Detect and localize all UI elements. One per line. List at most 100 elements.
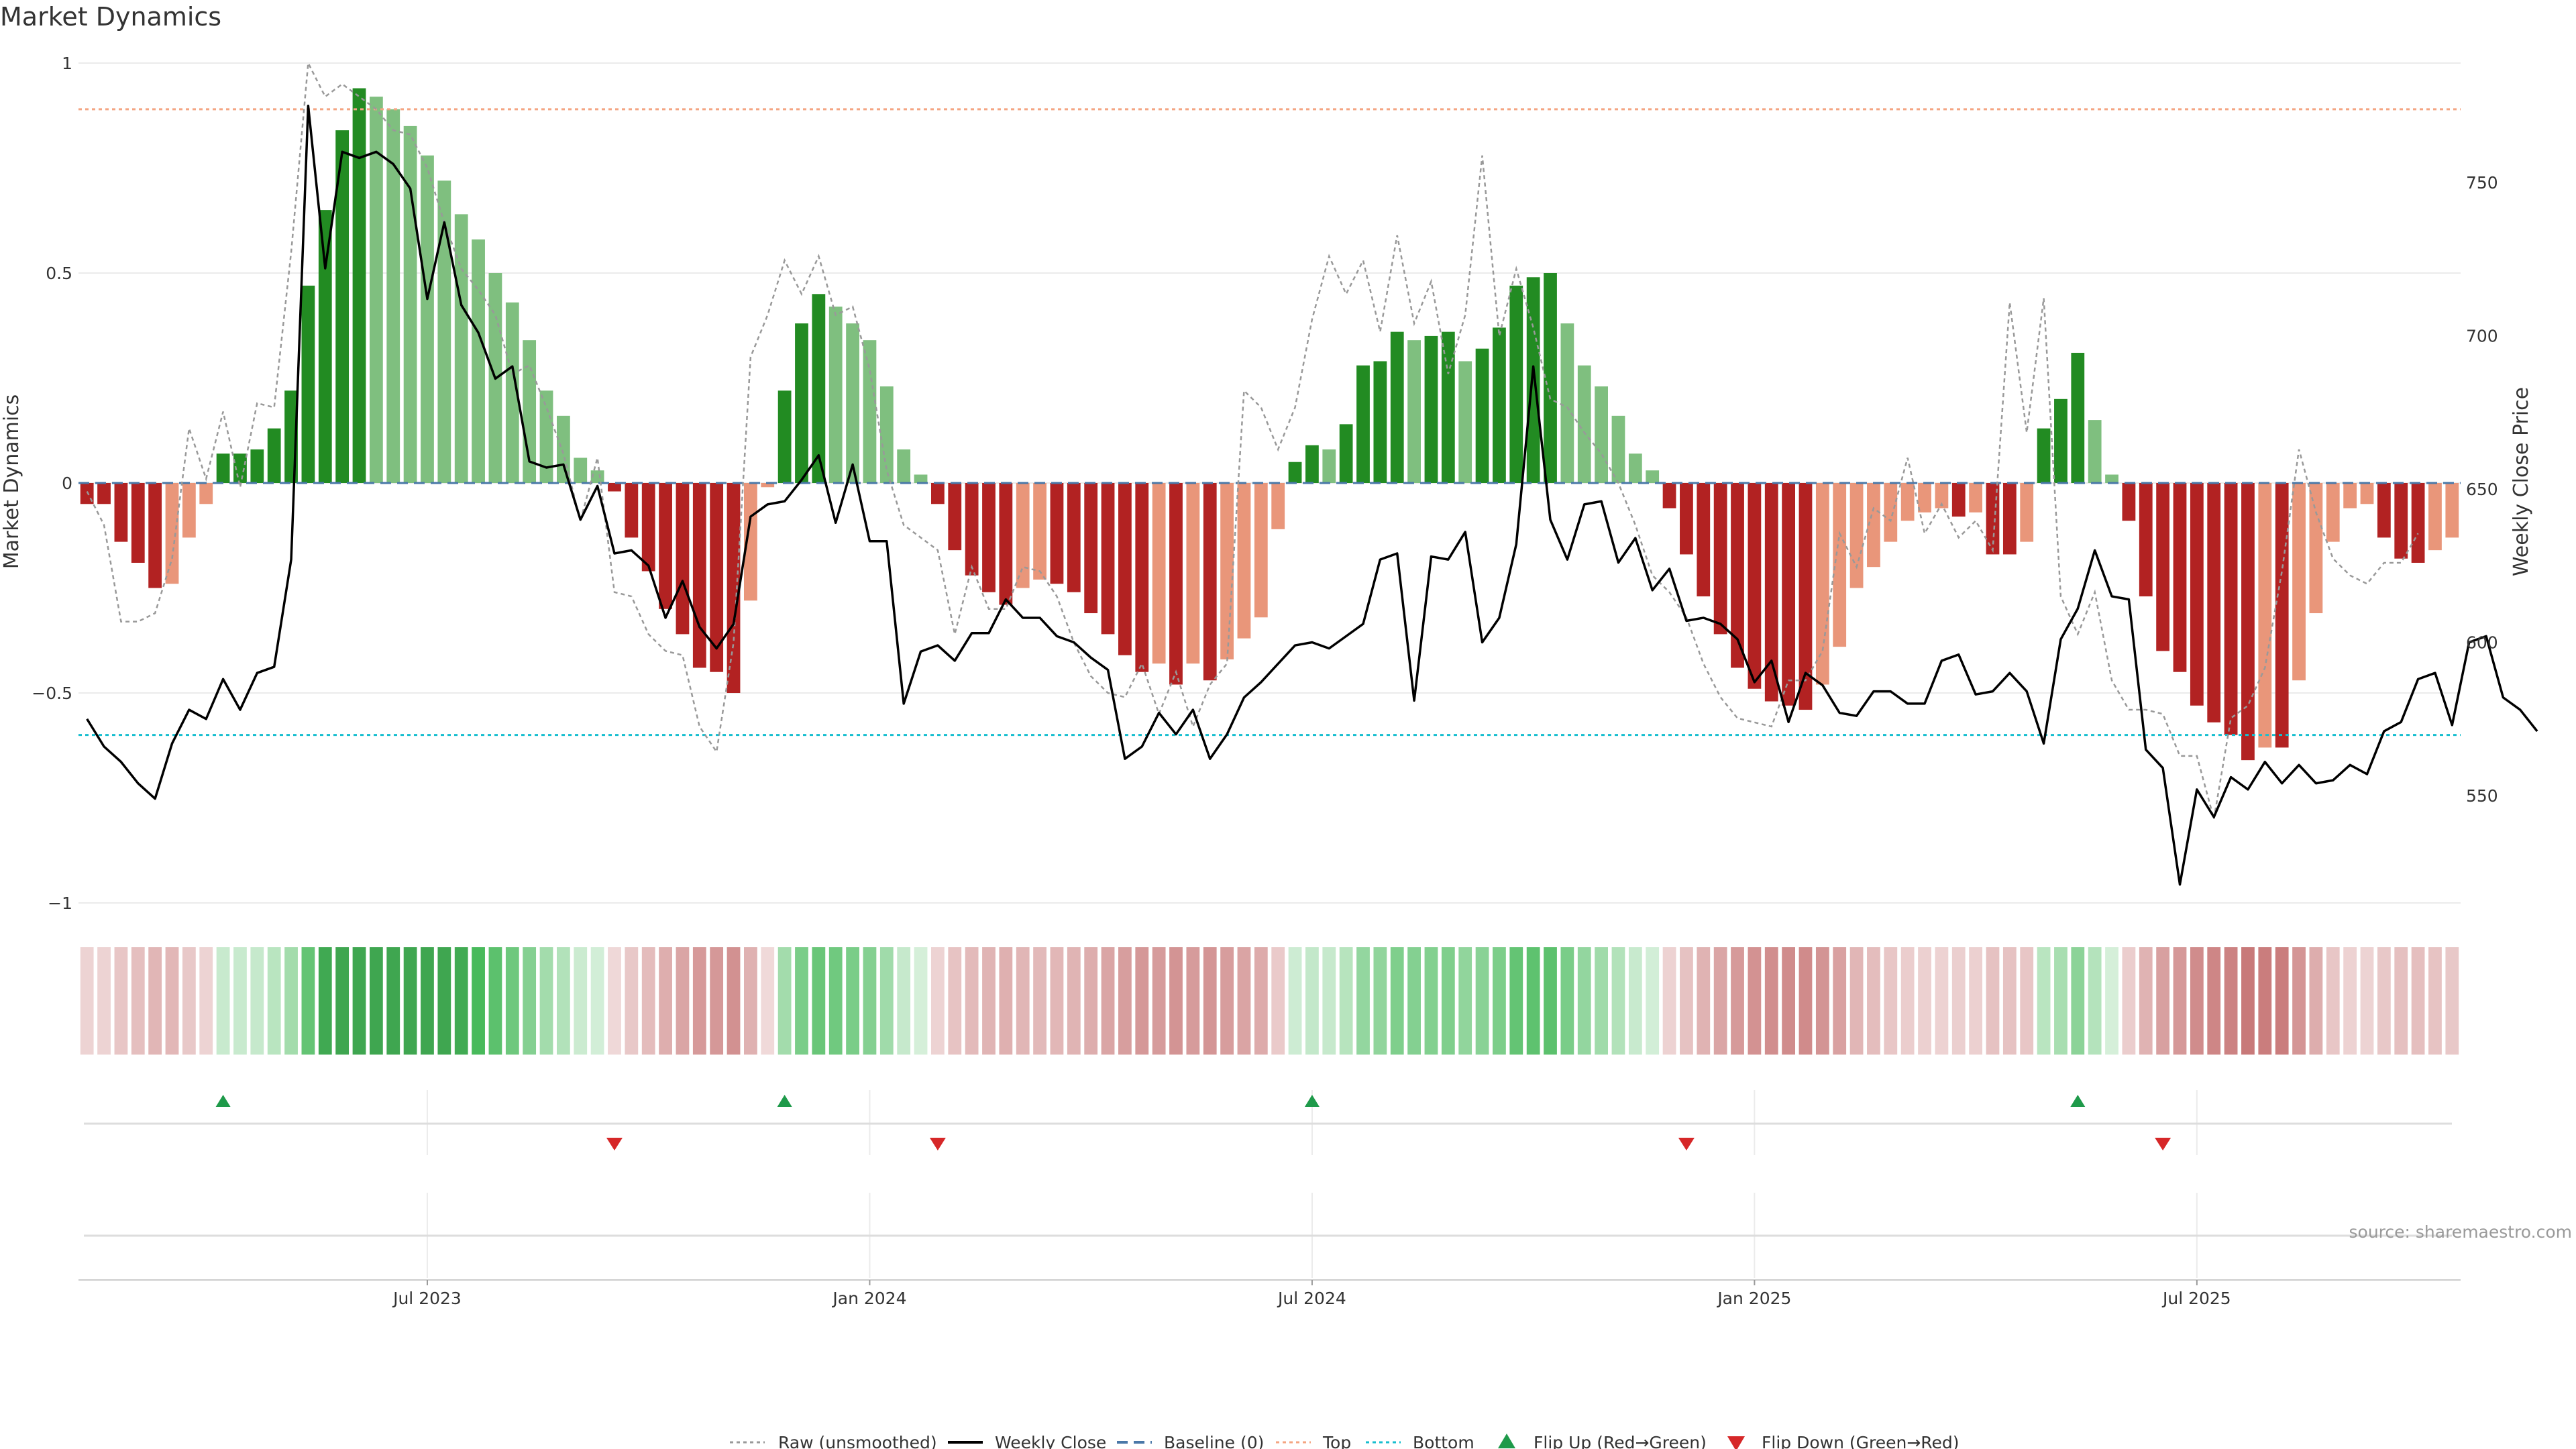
dynamics-bar (1867, 483, 1880, 568)
dynamics-bar (1764, 483, 1778, 702)
dynamics-bar (2139, 483, 2153, 597)
strip-cell (2122, 947, 2136, 1055)
axes: 1 0.5 0 −0.5 −1 Market Dynamics 750 700 650 600 55… (0, 54, 2533, 913)
strip-cell (2139, 947, 2153, 1055)
dynamics-bar (1969, 483, 1983, 513)
dynamics-bar (1986, 483, 2000, 555)
strip-cell (1356, 947, 1370, 1055)
dynamics-bar (454, 214, 468, 483)
strip-cell (948, 947, 962, 1055)
dynamics-bar (1748, 483, 1762, 689)
strip-cell (1595, 947, 1608, 1055)
strip-cell (2241, 947, 2255, 1055)
dynamics-bar (659, 483, 672, 609)
strip-cell (1509, 947, 1523, 1055)
strip-cell (1577, 947, 1591, 1055)
dynamics-bar (267, 428, 281, 483)
strip-cell (1611, 947, 1625, 1055)
dynamics-bar (1646, 470, 1660, 483)
dynamics-bar (2326, 483, 2340, 542)
strip-cell (539, 947, 553, 1055)
strip-cell (1815, 947, 1829, 1055)
dynamics-bar (2377, 483, 2391, 538)
dynamics-bar (1782, 483, 1796, 706)
dynamics-bar (216, 453, 230, 483)
dynamics-bar (369, 97, 383, 483)
strip-cell (165, 947, 179, 1055)
dynamics-bar (897, 449, 911, 483)
strip-cell (1900, 947, 1915, 1055)
dynamics-bars (80, 88, 2459, 761)
dynamics-bar (1918, 483, 1931, 513)
strip-cell (421, 947, 434, 1055)
close-line (86, 105, 2538, 886)
strip-cell (2156, 947, 2170, 1055)
strip-cell (608, 947, 621, 1055)
x-tick-label: Jan 2024 (831, 1289, 906, 1308)
strip-cell (1799, 947, 1813, 1055)
strip-cell (1560, 947, 1574, 1055)
y-right-tick-label: 550 (2466, 786, 2498, 806)
dynamics-bar (1560, 323, 1574, 483)
strip-cell (1169, 947, 1183, 1055)
strip-cell (692, 947, 706, 1055)
dynamics-bar (421, 155, 434, 483)
dynamics-bar (2241, 483, 2255, 761)
flip-down-marker (2155, 1138, 2171, 1150)
dynamics-bar (386, 109, 400, 484)
strip-cell (1833, 947, 1847, 1055)
dynamics-bar (1815, 483, 1829, 685)
strip-cell (1986, 947, 2000, 1055)
strip-cell (1969, 947, 1983, 1055)
strip-cell (1662, 947, 1676, 1055)
strip-cell (2360, 947, 2374, 1055)
strip-cell (233, 947, 247, 1055)
strip-cell (386, 947, 400, 1055)
strip-cell (1458, 947, 1472, 1055)
dynamics-bar (1577, 365, 1591, 483)
dynamics-bar (2207, 483, 2221, 722)
dynamics-bar (692, 483, 706, 668)
strip-cell (2173, 947, 2187, 1055)
dynamics-bar (2292, 483, 2306, 681)
dynamics-bar (2411, 483, 2425, 563)
dynamics-bar (472, 239, 485, 483)
strip-cell (659, 947, 672, 1055)
legend-label-bottom: Bottom (1413, 1433, 1474, 1449)
strip-cell (897, 947, 911, 1055)
strip-cell (1135, 947, 1149, 1055)
strip-cell (1526, 947, 1540, 1055)
dynamics-bar (2258, 483, 2272, 748)
legend-label-flip-up: Flip Up (Red→Green) (1534, 1433, 1707, 1449)
dynamics-bar (828, 307, 843, 483)
strip-cell (2428, 947, 2442, 1055)
y-right-axis-label: Weekly Close Price (2510, 387, 2533, 576)
dynamics-bar (863, 340, 877, 483)
dynamics-bar (1424, 335, 1438, 483)
y-right-tick-label: 750 (2466, 173, 2498, 193)
strip-cell (574, 947, 588, 1055)
strip-cell (1220, 947, 1234, 1055)
dynamics-bar (1900, 483, 1915, 521)
strip-cell (1680, 947, 1693, 1055)
dynamics-bar (505, 302, 519, 483)
dynamics-bar (761, 483, 775, 488)
dynamics-bar (352, 88, 366, 483)
dynamics-bar (2394, 483, 2408, 559)
legend-item-raw: Raw (unsmoothed) (730, 1433, 937, 1449)
strip-cell (1697, 947, 1711, 1055)
dynamics-bar (2445, 483, 2459, 538)
legend-label-baseline: Baseline (0) (1164, 1433, 1264, 1449)
strip-cell (131, 947, 145, 1055)
strip-cell (1441, 947, 1455, 1055)
dynamics-bar (948, 483, 962, 551)
strip-cell (879, 947, 894, 1055)
strip-cell (488, 947, 502, 1055)
legend-label-flip-down: Flip Down (Green→Red) (1762, 1433, 1960, 1449)
source-note: source: sharemaestro.com (2349, 1222, 2573, 1242)
flip-up-marker (215, 1095, 231, 1107)
empty-panel (84, 1193, 2452, 1278)
dynamics-bar (914, 474, 928, 483)
strip-cell (97, 947, 111, 1055)
dynamics-bar (1595, 386, 1608, 483)
